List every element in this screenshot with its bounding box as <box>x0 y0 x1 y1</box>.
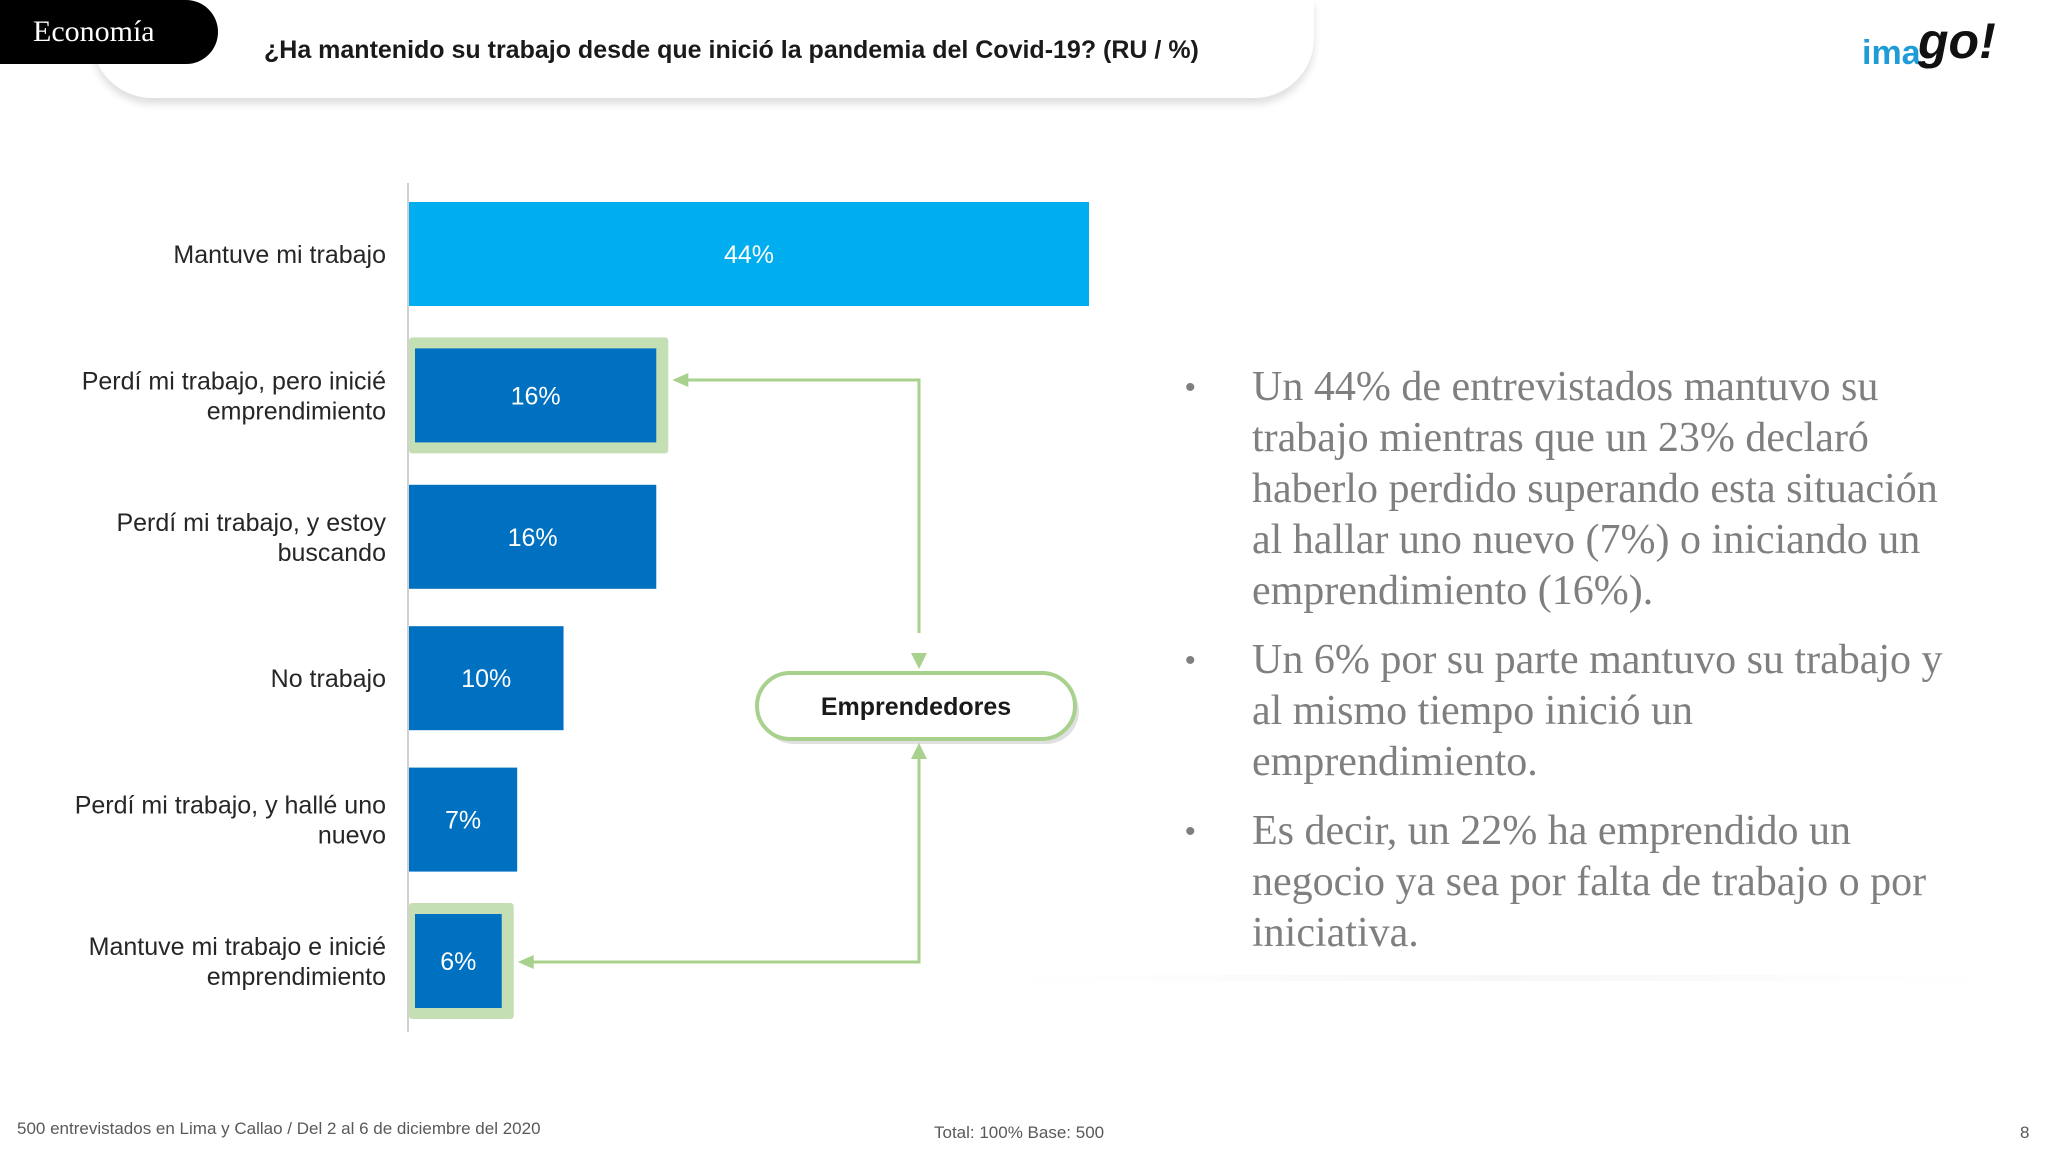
category-label: emprendimiento <box>207 397 386 425</box>
arrow-head <box>911 743 927 759</box>
bullet-text: Un 44% de entrevistados mantuvo su traba… <box>1252 364 1938 614</box>
data-label: 10% <box>461 665 511 693</box>
annotation-label: Emprendedores <box>821 693 1011 721</box>
category-label: emprendimiento <box>207 963 386 991</box>
category-label: No trabajo <box>271 665 386 693</box>
arrow-head <box>517 955 534 969</box>
bullet-text: Es decir, un 22% ha emprendido un negoci… <box>1252 808 1927 956</box>
divider <box>1000 975 2000 981</box>
category-label: Perdí mi trabajo, pero inicié <box>82 367 386 395</box>
connector-top <box>686 378 921 633</box>
bullet-symbol: • <box>1185 644 1196 677</box>
page-title: ¿Ha mantenido su trabajo desde que inici… <box>264 36 1199 64</box>
bullet-symbol: • <box>1185 371 1196 404</box>
data-label: 16% <box>511 382 561 410</box>
arrow-head <box>672 373 689 387</box>
bullet-item: • Es decir, un 22% ha emprendido un nego… <box>1178 806 1978 959</box>
bar <box>409 626 564 731</box>
category-label: buscando <box>278 539 386 567</box>
bullet-item: • Un 44% de entrevistados mantuvo su tra… <box>1178 362 1978 617</box>
connector-bottom <box>531 759 921 964</box>
annotation-box <box>755 671 1077 741</box>
logo-text-main: ima <box>1862 34 1922 72</box>
bullet-text: Un 6% por su parte mantuvo su trabajo y … <box>1252 637 1943 785</box>
bar <box>415 348 657 443</box>
bar <box>415 914 502 1008</box>
category-label: nuevo <box>318 822 386 850</box>
bar <box>409 202 1089 306</box>
section-tag: Economía <box>0 0 218 64</box>
data-label: 44% <box>724 241 774 269</box>
category-label: Mantuve mi trabajo e inicié <box>89 933 386 961</box>
data-label: 6% <box>440 948 476 976</box>
bar <box>409 484 657 589</box>
bullet-list: • Un 44% de entrevistados mantuvo su tra… <box>1178 362 1978 977</box>
data-label: 16% <box>508 524 558 552</box>
bar <box>409 767 518 872</box>
bullet-item: • Un 6% por su parte mantuvo su trabajo … <box>1178 635 1978 788</box>
category-label: Mantuve mi trabajo <box>173 241 386 269</box>
footer-totals: Total: 100% Base: 500 <box>934 1123 1105 1142</box>
logo-text-go: go! <box>1917 14 1996 69</box>
bar-chart: 44% Mantuve mi trabajo 16% Perdí mi trabajo… <box>75 183 1089 1032</box>
data-label: 7% <box>445 807 481 835</box>
arrow-head <box>911 653 927 669</box>
category-label: Perdí mi trabajo, y hallé uno <box>75 792 386 820</box>
page-number: 8 <box>2020 1123 2030 1142</box>
imago-logo: ima go! <box>1862 14 1996 72</box>
bullet-symbol: • <box>1185 815 1196 848</box>
header-banner <box>92 0 1314 98</box>
footer-sample: 500 entrevistados en Lima y Callao / Del… <box>17 1119 541 1138</box>
category-label: Perdí mi trabajo, y estoy <box>116 509 386 537</box>
